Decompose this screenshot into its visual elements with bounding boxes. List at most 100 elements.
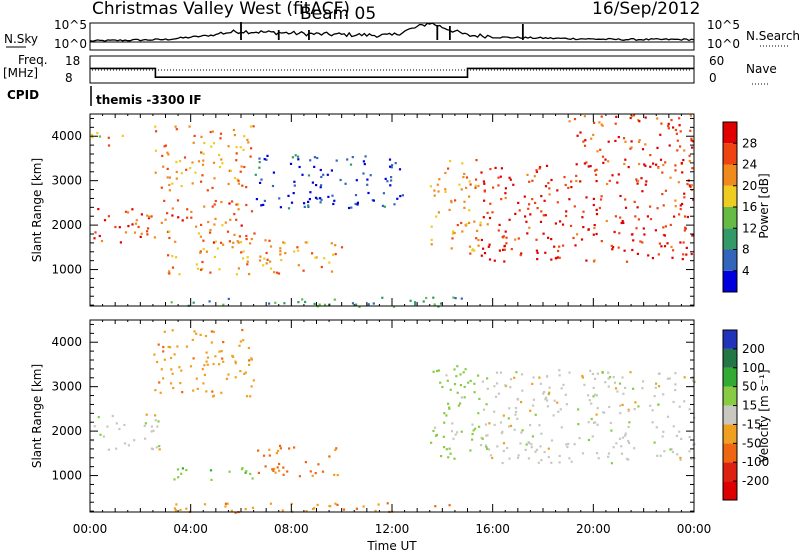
data-cell: [309, 191, 312, 194]
data-cell: [107, 215, 110, 218]
data-cell: [649, 404, 652, 407]
data-cell: [235, 203, 238, 206]
data-cell: [278, 462, 281, 466]
data-cell: [332, 202, 335, 206]
data-cell: [572, 236, 575, 240]
data-cell: [390, 166, 393, 169]
data-cell: [688, 436, 691, 439]
data-cell: [570, 180, 573, 183]
data-cell: [637, 179, 640, 183]
data-cell: [245, 395, 249, 398]
data-cell: [154, 389, 157, 392]
data-cell: [162, 345, 165, 349]
data-cell: [437, 211, 440, 214]
data-cell: [242, 250, 245, 253]
data-cell: [486, 223, 489, 226]
data-cell: [146, 233, 149, 236]
data-cell: [553, 399, 556, 402]
data-cell: [678, 124, 681, 127]
data-cell: [657, 253, 660, 256]
data-cell: [222, 243, 225, 246]
data-cell: [206, 356, 210, 359]
data-cell: [429, 185, 432, 188]
data-cell: [457, 404, 460, 407]
power-panel-frame: [89, 113, 695, 307]
data-cell: [191, 182, 194, 185]
data-cell: [181, 391, 184, 394]
data-cell: [444, 171, 447, 175]
data-cell: [209, 228, 212, 232]
data-cell: [510, 248, 513, 251]
data-cell: [540, 210, 543, 213]
data-cell: [627, 439, 630, 443]
data-cell: [268, 239, 271, 242]
data-cell: [460, 430, 463, 433]
data-cell: [292, 192, 295, 195]
data-cell: [674, 164, 677, 167]
data-cell: [488, 422, 491, 425]
data-cell: [140, 213, 143, 216]
data-cell: [531, 198, 534, 201]
data-cell: [641, 190, 644, 193]
data-cell: [263, 199, 266, 202]
data-cell: [235, 146, 238, 149]
colorbar-swatch: [723, 228, 737, 250]
data-cell: [494, 395, 498, 398]
data-cell: [606, 182, 609, 186]
data-cell: [559, 220, 562, 223]
data-cell: [485, 446, 488, 449]
data-cell: [242, 257, 245, 260]
data-cell: [250, 385, 253, 388]
data-cell: [313, 156, 316, 159]
data-cell: [500, 167, 503, 170]
data-cell: [248, 363, 251, 366]
data-cell: [156, 360, 159, 364]
data-cell: [316, 197, 319, 200]
data-cell: [282, 466, 285, 469]
data-cell: [505, 236, 508, 239]
data-cell: [158, 445, 161, 448]
data-cell: [251, 506, 255, 509]
data-cell: [619, 216, 622, 219]
data-cell: [152, 429, 155, 432]
data-cell: [307, 174, 311, 177]
data-cell: [414, 303, 417, 306]
data-cell: [209, 131, 212, 134]
data-cell: [458, 183, 461, 186]
data-cell: [674, 128, 677, 132]
data-cell: [618, 232, 621, 235]
data-cell: [91, 133, 94, 137]
data-cell: [445, 448, 448, 451]
data-cell: [614, 122, 617, 125]
power-data: [91, 114, 695, 308]
data-cell: [500, 198, 503, 201]
data-cell: [659, 133, 662, 136]
data-cell: [123, 423, 126, 427]
velocity-panel-frame: [89, 319, 695, 513]
data-cell: [669, 176, 672, 179]
data-cell: [252, 379, 255, 382]
data-cell: [614, 387, 618, 390]
data-cell: [591, 435, 594, 438]
data-cell: [235, 273, 238, 276]
data-cell: [181, 219, 184, 222]
data-cell: [430, 238, 433, 241]
data-cell: [516, 397, 519, 400]
data-cell: [169, 356, 173, 360]
data-cell: [208, 300, 211, 303]
data-cell: [93, 425, 96, 428]
data-cell: [645, 180, 648, 183]
data-cell: [209, 231, 212, 234]
data-cell: [691, 376, 694, 379]
data-cell: [306, 241, 309, 244]
data-cell: [334, 502, 337, 505]
data-cell: [649, 205, 652, 208]
data-cell: [602, 161, 605, 164]
nave-label: Nave: [746, 62, 777, 76]
data-cell: [396, 197, 399, 200]
data-cell: [157, 343, 160, 346]
data-cell: [144, 422, 147, 425]
nsky-tick-top: 10^5: [54, 18, 87, 32]
data-cell: [221, 357, 224, 360]
data-cell: [330, 270, 334, 273]
